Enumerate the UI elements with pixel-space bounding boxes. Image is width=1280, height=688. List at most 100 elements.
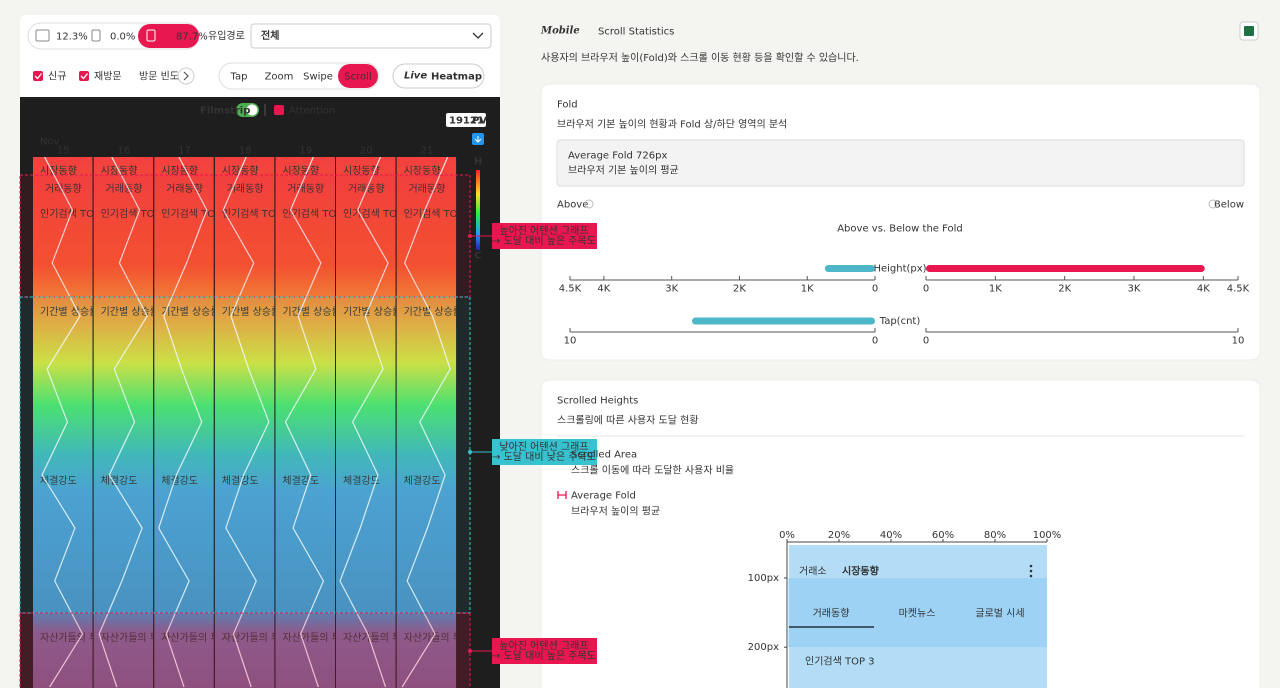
live-label: Live [404,71,427,82]
mode-selected[interactable] [338,64,378,88]
page-text: 거래동향 [105,183,142,195]
excel-icon [1244,26,1254,36]
mode-tab: Tap [230,72,248,83]
visitor-checkbox[interactable] [79,71,89,81]
page-text: 자산가들의 투자 [40,632,108,644]
frequency-label: 방문 빈도 [139,71,179,83]
info-icon [1208,199,1218,209]
x-tick-label: 10 [564,336,577,347]
x-tick-label: 100% [1033,530,1062,541]
chevron [183,71,189,81]
page-text: 자산가들의 투자 [161,632,229,644]
x-tick-label: 0 [923,336,929,347]
category-label: Tap(cnt) [879,316,921,327]
heat-column [396,157,457,688]
filmstrip-column: 시장동향거래동향인기검색 TOP 3기간별 상승률 순위체결강도자산가들의 투자 [154,157,241,688]
x-tick-label: 2K [1058,284,1071,295]
source-label: 유입경로 [208,29,245,42]
legend-swatch [557,491,567,499]
x-tick-label: 40% [880,530,902,541]
average-fold-box [556,139,1245,187]
page-text: 기간별 상승률 순위 [343,305,423,318]
page-description: 사용자의 브라우저 높이(Fold)와 스크롤 이동 현황 등을 확인할 수 있… [541,52,859,64]
preview-heading: 인기검색 TOP 3 [805,656,875,668]
source-select[interactable] [250,23,492,49]
legend-below: Below [1214,200,1244,211]
attention-zone [19,296,471,614]
page-text: 시장동향 [343,165,380,177]
attention-zone [19,612,471,688]
device-icon[interactable] [35,29,50,42]
average-fold: Average Fold 726px [568,151,667,162]
card-subtitle: 스크롤링에 따른 사용자 도달 현황 [557,415,699,427]
device-share: 0.0% [110,32,135,43]
page-text: 자산가들의 투자 [404,632,472,644]
card-subtitle: 브라우저 기본 높이의 현황과 Fold 상/하단 영역의 분석 [557,118,787,131]
mode-tab: Swipe [303,72,333,83]
source-value: 전체 [261,29,279,42]
page-text: 인기검색 TOP 3 [161,208,231,220]
month-label: Nov [40,137,60,148]
page-text: 체결강도 [222,475,259,487]
card-title: Fold [557,100,578,111]
live-heatmap-button[interactable] [392,63,485,89]
date-label: 16 [118,146,131,157]
filmstrip-column: 시장동향거래동향인기검색 TOP 3기간별 상승률 순위체결강도자산가들의 투자 [275,157,362,688]
x-tick-label: 0% [779,530,795,541]
legend-above: Above [557,200,588,211]
pv-badge [446,113,486,127]
date-label: 15 [57,146,70,157]
pv-count: 19121 [449,116,484,127]
page-preview [789,545,1047,688]
date-label: 19 [299,146,312,157]
download-glyph [474,136,482,143]
device-icon[interactable] [91,29,101,42]
filmstrip-column: 시장동향거래동향인기검색 TOP 3기간별 상승률 순위체결강도자산가들의 투자 [214,157,302,688]
device-icon[interactable] [146,29,156,42]
bar-below [926,265,1205,272]
annotation-line: → 도달 대비 높은 주목도 [492,235,596,247]
scale-low: C [474,251,481,262]
page-text: 기간별 상승률 순위 [222,305,302,318]
heat-column [214,157,275,688]
visitor-checkbox[interactable] [33,71,43,81]
filmstrip-label: Filmstrip [200,106,250,117]
x-tick-label: 2K [733,284,746,295]
page-text: 거래동향 [227,183,264,195]
attention-curve [284,157,325,688]
preview-tab: 글로벌 시세 [975,608,1024,620]
page-text: 거래동향 [408,183,445,195]
x-tick-label: 60% [932,530,954,541]
filmstrip-column: 시장동향거래동향인기검색 TOP 3기간별 상승률 순위체결강도자산가들의 투자 [93,157,181,688]
x-tick-label: 4K [1197,284,1210,295]
toggle-knob [246,104,258,116]
x-tick-label: 3K [1128,284,1141,295]
info-icon [584,199,594,209]
x-tick-label: 0 [872,336,878,347]
page-text: 체결강도 [343,475,380,487]
chart-title: Above vs. Below the Fold [837,224,963,235]
mode-tab: Scroll [344,72,371,83]
x-tick-label: 20% [828,530,850,541]
annotation-box [492,439,597,465]
page-text: 인기검색 TOP 3 [343,208,413,220]
page-text: 기간별 상승률 순위 [282,305,362,318]
page-text: 인기검색 TOP 3 [222,208,292,220]
heat-column [33,157,93,688]
page-text: 기간별 상승률 순위 [161,305,241,318]
page-text: 기간별 상승률 순위 [101,305,181,318]
x-tick-label: 1K [801,284,814,295]
heat-column [93,157,154,688]
page-text: 거래동향 [287,183,324,195]
annotation-line: 높아진 어텐션 그래프 [499,640,588,652]
x-tick-label: 4K [597,284,610,295]
attention-curve [401,157,451,688]
annotation-line: → 도달 대비 높은 주목도 [492,650,596,662]
attention-checkbox[interactable] [274,105,284,115]
page-text: 인기검색 TOP 3 [40,208,110,220]
attention-curve [98,157,148,688]
legend-name: Average Fold [571,491,636,502]
frequency-button[interactable] [177,67,195,85]
x-tick-label: 0 [872,284,878,295]
